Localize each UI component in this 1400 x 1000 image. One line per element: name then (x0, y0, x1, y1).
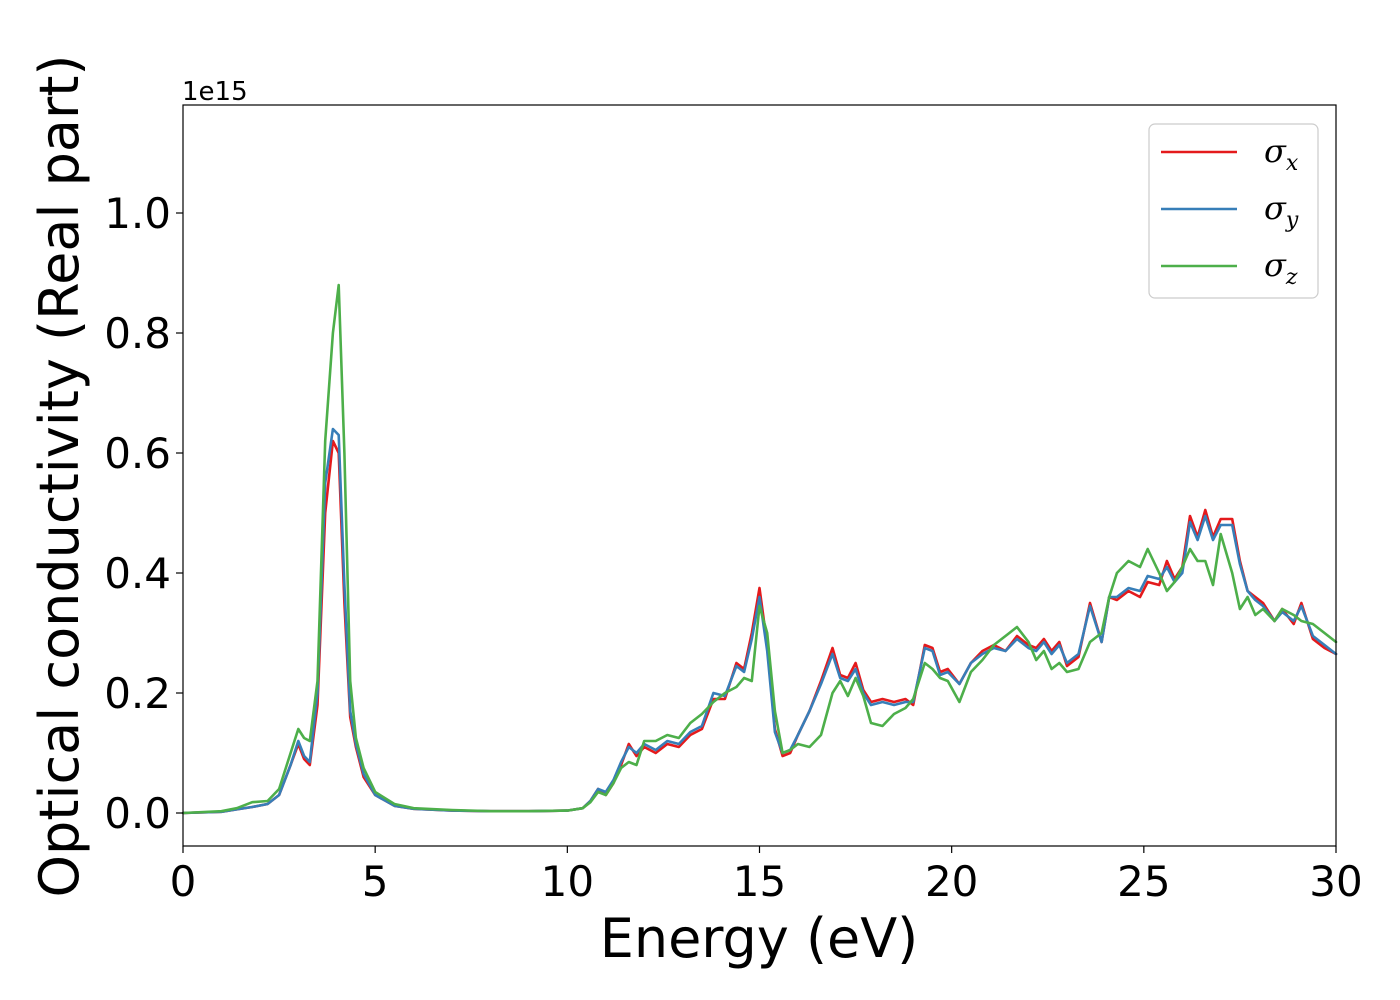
x-tick-label: 25 (1117, 857, 1170, 906)
y-tick-label: 0.6 (104, 429, 171, 478)
x-tick-label: 5 (362, 857, 389, 906)
x-tick-label: 0 (170, 857, 197, 906)
x-axis-ticks: 0 5 10 15 20 25 30 (170, 846, 1363, 906)
legend-label-z: σz (1264, 246, 1298, 290)
legend-label-y: σy (1264, 189, 1299, 233)
y-offset-label: 1e15 (182, 77, 248, 107)
legend-label-x: σx (1264, 132, 1299, 176)
y-tick-label: 0.2 (104, 669, 171, 718)
y-tick-label: 0.8 (104, 309, 171, 358)
x-tick-label: 10 (541, 857, 594, 906)
y-axis-label: Optical conductivity (Real part) (28, 55, 91, 898)
x-axis-label: Energy (eV) (600, 907, 919, 970)
legend: σx σy σz (1148, 123, 1319, 299)
series-line-z (181, 283, 1338, 815)
y-axis-ticks: 0.0 0.2 0.4 0.6 0.8 1.0 (104, 189, 183, 838)
plot-background (183, 105, 1336, 846)
x-tick-label: 30 (1309, 857, 1362, 906)
x-tick-label: 20 (925, 857, 978, 906)
y-tick-label: 1.0 (104, 189, 171, 238)
legend-frame (1148, 123, 1319, 299)
y-tick-label: 0.0 (104, 789, 171, 838)
x-tick-label: 15 (733, 857, 786, 906)
y-tick-label: 0.4 (104, 549, 171, 598)
series-layer (181, 283, 1338, 815)
